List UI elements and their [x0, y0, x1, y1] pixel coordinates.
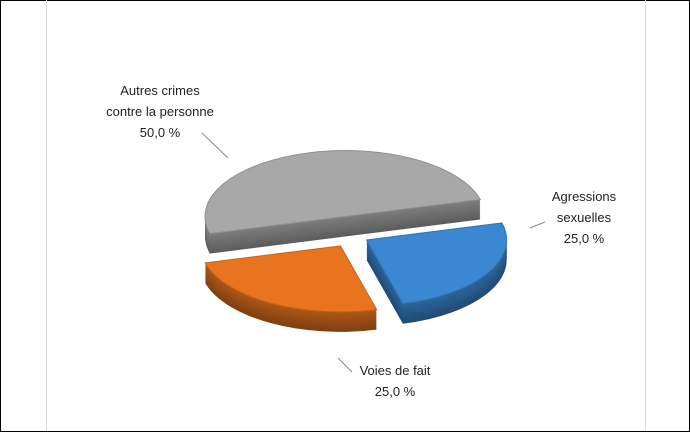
category-label: Voies de fait: [359, 363, 431, 378]
leader-line: [529, 221, 546, 229]
leader-line: [201, 132, 229, 159]
value-label: 25,0 %: [563, 231, 605, 246]
category-label: Autres crimes contre la personne: [106, 83, 214, 119]
value-label: 25,0 %: [374, 384, 416, 399]
label: Autres crimes contre la personne 50,0 %: [102, 80, 218, 143]
leader-line: [337, 357, 353, 373]
category-label: Agressions sexuelles: [551, 189, 617, 225]
slice: [365, 222, 508, 305]
slice: [204, 150, 482, 235]
value-label: 50,0 %: [139, 125, 181, 140]
chart-area: [46, 0, 646, 431]
slice: [204, 245, 378, 313]
label: Voies de fait 25,0 %: [340, 360, 450, 402]
label: Agressions sexuelles 25,0 %: [528, 186, 640, 249]
